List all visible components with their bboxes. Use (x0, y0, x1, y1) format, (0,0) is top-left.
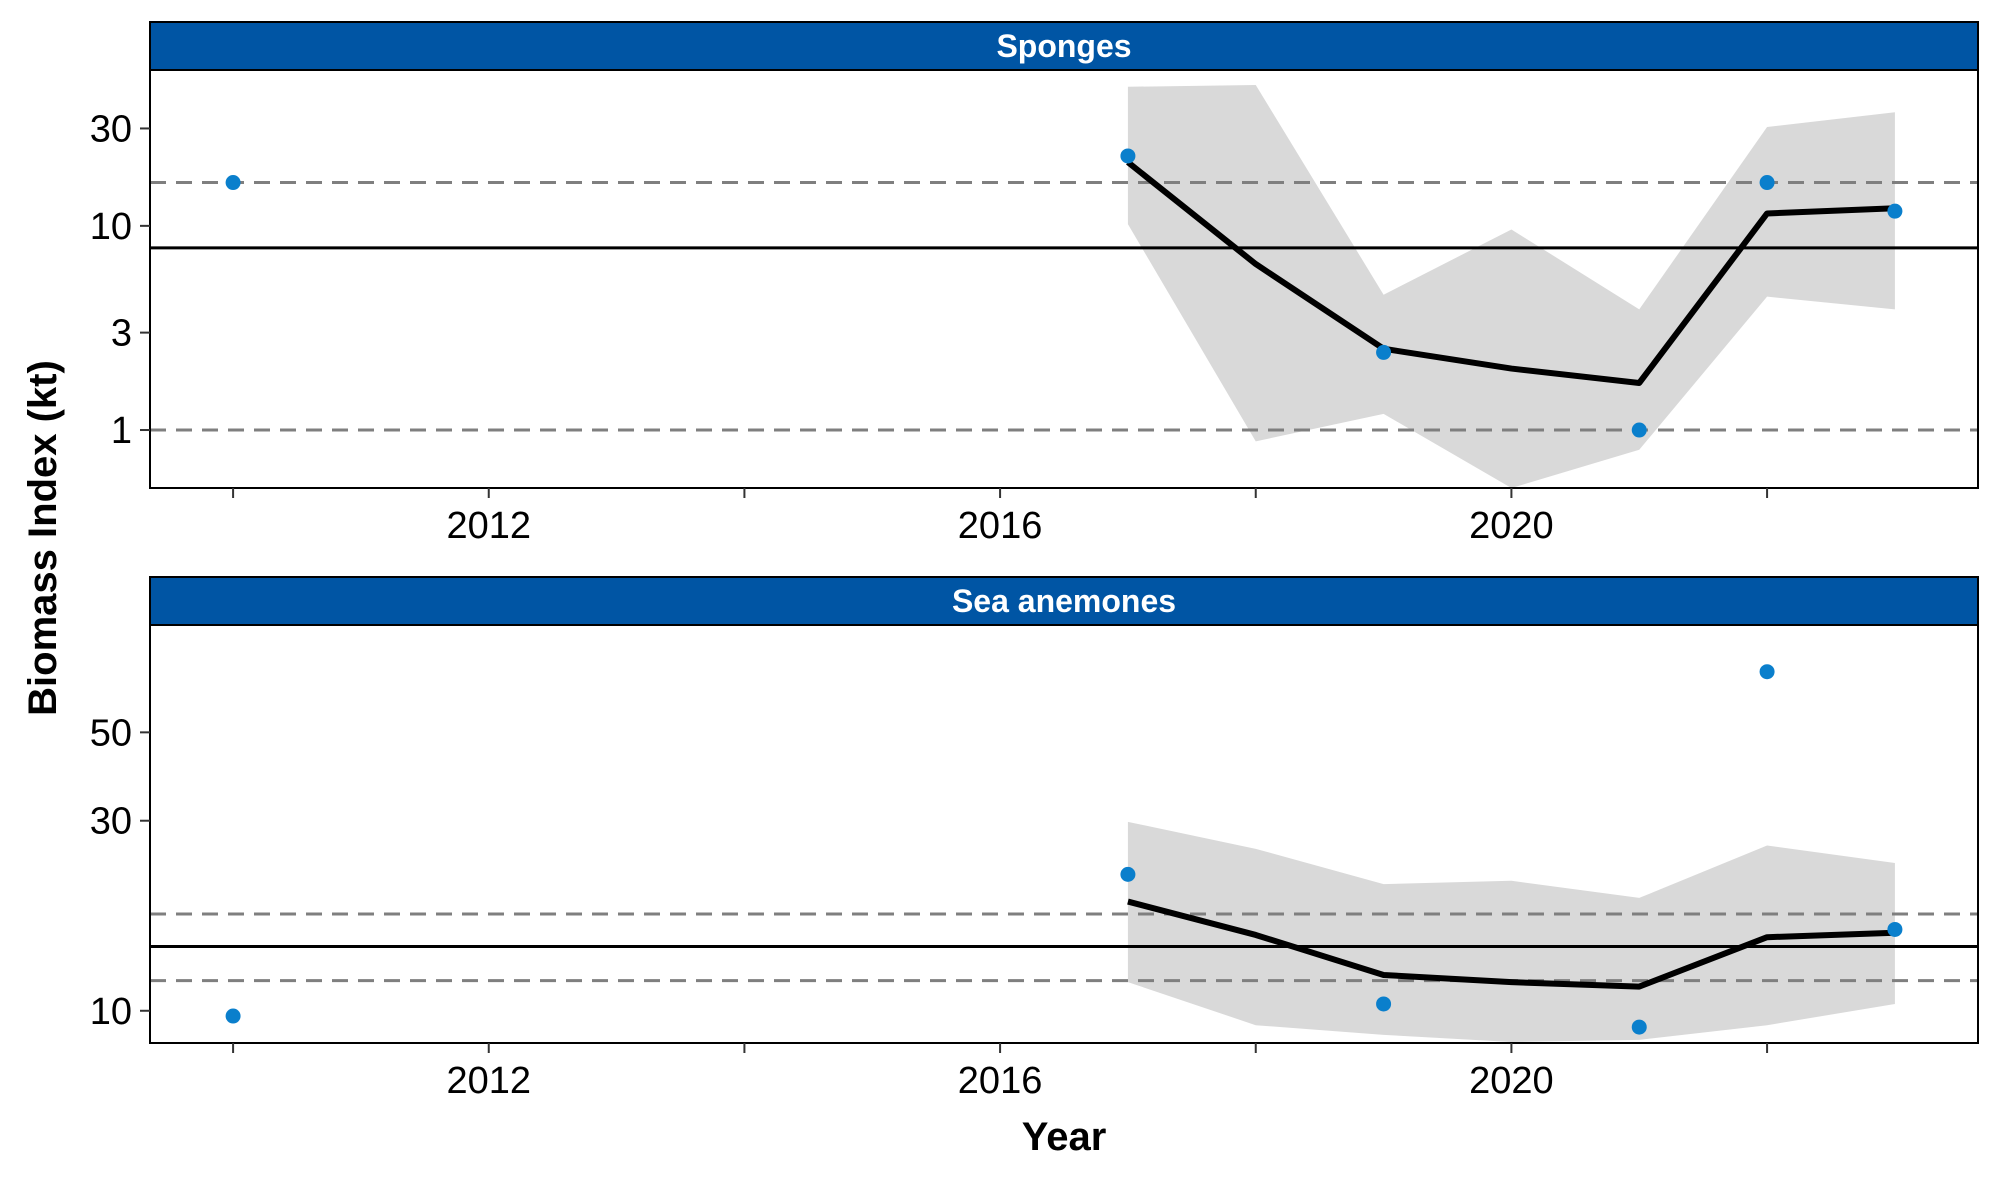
panel-title: Sponges (996, 28, 1131, 64)
confidence-band (1127, 821, 1895, 1042)
x-axis-title: Year (1022, 1115, 1107, 1159)
panel-1: Sponges 1 3 10 30 2012 2016 2020 (90, 21, 1979, 547)
x-tick-label: 2012 (446, 1060, 531, 1102)
panel-2: Sea anemones 10 30 50 2012 2016 2020 (90, 576, 1979, 1102)
x-tick-label: 2012 (446, 505, 531, 547)
facet-panels: Sponges 1 3 10 30 2012 2016 2020 Sea anemones 10 3… (90, 21, 1979, 1102)
data-point-2010 (225, 175, 241, 191)
data-point-2019 (1376, 344, 1392, 360)
x-tick-label: 2020 (1469, 1060, 1554, 1102)
y-tick-label: 30 (90, 108, 132, 150)
data-point-2017 (1120, 148, 1136, 164)
panel-plot-area (150, 84, 1978, 488)
data-point-2019 (1376, 996, 1392, 1012)
x-tick-label: 2016 (958, 1060, 1043, 1102)
data-point-2017 (1120, 866, 1136, 882)
data-point-2023 (1887, 203, 1903, 219)
data-point-2010 (225, 1008, 241, 1024)
panel-border (149, 69, 1979, 489)
y-tick-label: 10 (90, 991, 132, 1033)
panel-border (149, 624, 1979, 1044)
y-tick-label: 1 (111, 410, 132, 452)
y-tick-label: 10 (90, 206, 132, 248)
data-point-2021 (1631, 1019, 1647, 1035)
confidence-band (1127, 84, 1895, 488)
panel-strip (149, 21, 1979, 71)
data-point-2022 (1759, 175, 1775, 191)
y-axis-title: Biomass Index (kt) (21, 360, 65, 716)
y-tick-label: 50 (90, 712, 132, 754)
data-point-2023 (1887, 921, 1903, 937)
trend-line (1127, 898, 1896, 990)
trend-line (1126, 159, 1896, 386)
data-point-2022 (1759, 664, 1775, 680)
y-tick-label: 30 (90, 801, 132, 843)
x-tick-label: 2020 (1469, 505, 1554, 547)
panel-strip (149, 576, 1979, 626)
data-point-2021 (1631, 422, 1647, 438)
panel-title: Sea anemones (952, 583, 1176, 619)
panel-plot-area (150, 664, 1978, 1042)
y-tick-label: 3 (111, 313, 132, 355)
x-tick-label: 2016 (958, 505, 1043, 547)
